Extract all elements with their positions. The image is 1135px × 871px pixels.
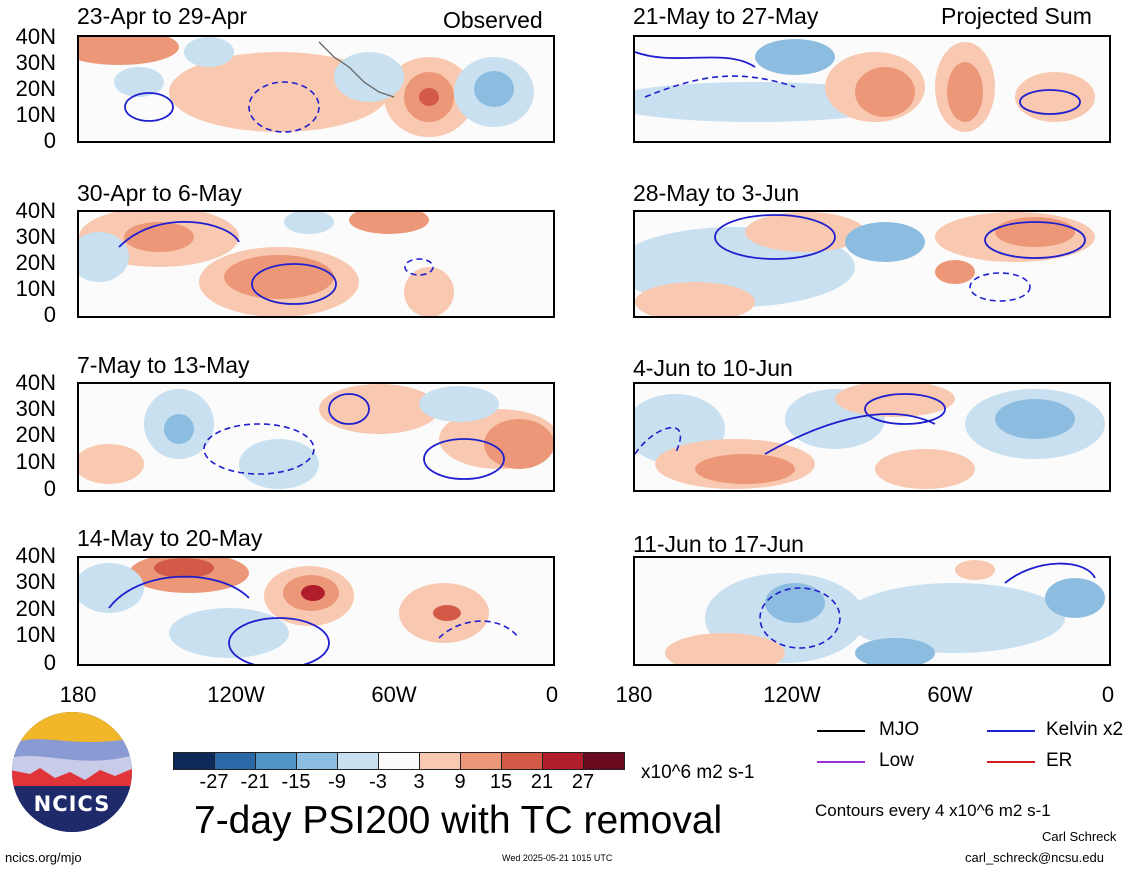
- colorbar-label-m21: -21: [240, 771, 270, 793]
- lat-tick-left-3a: 40N: [15, 370, 56, 395]
- lon-tick-right-180: 180: [615, 682, 653, 707]
- psi-field-right-3: [635, 384, 1105, 489]
- panel-title-right-4: 11-Jun to 17-Jun: [633, 531, 804, 557]
- colorbar-box-11: [583, 752, 625, 770]
- colorbar-box-7: [419, 752, 461, 770]
- colorbar-box-1: [173, 752, 215, 770]
- panel-title-right-1: 21-May to 27-May: [633, 3, 819, 29]
- psi-field-left-1: [79, 37, 534, 137]
- lat-tick-left-4a: 40N: [15, 543, 56, 568]
- map-panel-left-3: [77, 382, 555, 492]
- map-panel-right-2: [633, 210, 1111, 318]
- legend-low-line: [817, 761, 865, 763]
- lat-tick-left-2c: 20N: [15, 250, 56, 275]
- logo-text: NCICS: [33, 792, 111, 816]
- lon-tick-right-60w: 60W: [927, 682, 973, 707]
- lon-tick-left-180: 180: [59, 682, 97, 707]
- lat-tick-left-4d: 10N: [15, 622, 56, 647]
- psi-field-left-4: [79, 558, 520, 664]
- projected-sum-label: Projected Sum: [941, 3, 1092, 29]
- legend-er-line: [987, 761, 1035, 763]
- lat-tick-left-4c: 20N: [15, 596, 56, 621]
- colorbar-label-m27: -27: [199, 771, 229, 793]
- panel-title-left-2: 30-Apr to 6-May: [77, 180, 242, 206]
- panel-title-left-4: 14-May to 20-May: [77, 525, 263, 551]
- colorbar-label-15: 15: [489, 771, 513, 793]
- lon-tick-left-60w: 60W: [371, 682, 417, 707]
- footer-url[interactable]: ncics.org/mjo: [5, 850, 82, 865]
- psi-field-right-4: [665, 560, 1105, 664]
- lat-tick-left-2a: 40N: [15, 198, 56, 223]
- lon-tick-right-120w: 120W: [763, 682, 821, 707]
- panel-title-right-3: 4-Jun to 10-Jun: [633, 355, 793, 381]
- colorbar-box-4: [296, 752, 338, 770]
- lat-tick-left-1d: 10N: [15, 102, 56, 127]
- lat-tick-left-2d: 10N: [15, 276, 56, 301]
- lat-tick-left-4b: 30N: [15, 569, 56, 594]
- legend-low-label: Low: [879, 750, 914, 771]
- map-panel-right-1: [633, 35, 1111, 143]
- map-panel-right-3: [633, 382, 1111, 492]
- map-panel-left-2: [77, 210, 555, 318]
- map-panel-left-4: [77, 556, 555, 666]
- colorbar-box-2: [214, 752, 256, 770]
- panel-title-left-1: 23-Apr to 29-Apr: [77, 3, 248, 29]
- lat-tick-left-2b: 30N: [15, 224, 56, 249]
- lat-tick-left-1e: 0: [43, 128, 56, 153]
- lat-tick-left-3e: 0: [43, 476, 56, 501]
- colorbar-label-21: 21: [530, 771, 554, 793]
- contours-note: Contours every 4 x10^6 m2 s-1: [815, 801, 1051, 820]
- lat-tick-left-3d: 10N: [15, 449, 56, 474]
- observed-label: Observed: [443, 7, 543, 33]
- lon-tick-left-0: 0: [545, 682, 559, 707]
- colorbar-box-9: [501, 752, 543, 770]
- lon-tick-left-120w: 120W: [207, 682, 265, 707]
- colorbar-box-3: [255, 752, 297, 770]
- legend-kelvin-label: Kelvin x2: [1046, 719, 1124, 740]
- psi-field-right-2: [635, 212, 1095, 316]
- colorbar-label-m9: -9: [328, 771, 346, 793]
- footer-author: Carl Schreck: [1042, 829, 1117, 844]
- lon-tick-right-0: 0: [1101, 682, 1115, 707]
- colorbar-label-9: 9: [454, 771, 466, 793]
- footer-timestamp: Wed 2025-05-21 1015 UTC: [502, 853, 613, 863]
- colorbar-label-27: 27: [571, 771, 595, 793]
- lat-tick-left-2e: 0: [43, 302, 56, 327]
- psi-field-left-3: [79, 384, 553, 489]
- colorbar-label-m3: -3: [369, 771, 387, 793]
- panel-title-right-2: 28-May to 3-Jun: [633, 180, 800, 206]
- colorbar-box-6: [378, 752, 420, 770]
- ncics-logo-graphic: [12, 712, 132, 832]
- legend-kelvin-line: [987, 730, 1035, 732]
- panel-title-left-3: 7-May to 13-May: [77, 352, 250, 378]
- lat-tick-left-4e: 0: [43, 650, 56, 675]
- colorbar-label-3: 3: [413, 771, 425, 793]
- colorbar-units: x10^6 m2 s-1: [641, 762, 755, 783]
- map-panel-right-4: [633, 556, 1111, 666]
- legend-er-label: ER: [1046, 750, 1073, 771]
- psi-field-left-2: [79, 212, 454, 316]
- lat-tick-left-1c: 20N: [15, 76, 56, 101]
- lat-tick-left-1b: 30N: [15, 50, 56, 75]
- lat-tick-left-3c: 20N: [15, 422, 56, 447]
- footer-email[interactable]: carl_schreck@ncsu.edu: [965, 850, 1104, 865]
- lat-tick-left-3b: 30N: [15, 396, 56, 421]
- colorbar: [173, 752, 625, 770]
- legend-mjo-line: [817, 730, 865, 732]
- colorbar-box-10: [542, 752, 584, 770]
- colorbar-box-5: [337, 752, 379, 770]
- legend-mjo-label: MJO: [879, 719, 920, 740]
- psi-field-right-1: [635, 39, 1095, 132]
- ncics-logo[interactable]: NCICS: [10, 710, 134, 834]
- main-title: 7-day PSI200 with TC removal: [194, 799, 723, 842]
- lat-tick-left-1a: 40N: [15, 24, 56, 49]
- colorbar-label-m15: -15: [281, 771, 311, 793]
- map-panel-left-1: [77, 35, 555, 143]
- colorbar-box-8: [460, 752, 502, 770]
